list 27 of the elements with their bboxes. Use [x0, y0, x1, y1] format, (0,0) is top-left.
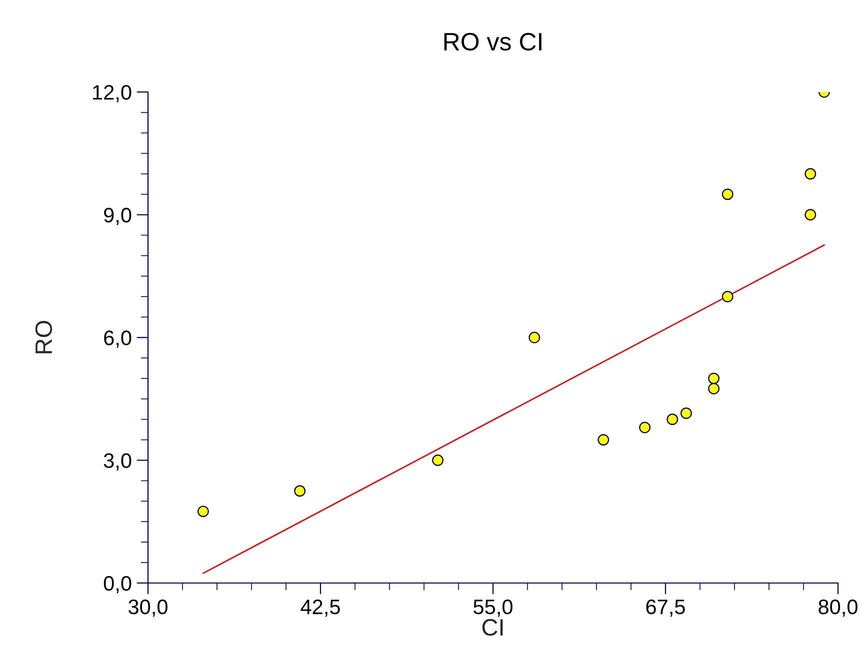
x-axis-title: CI	[482, 619, 503, 636]
point	[680, 407, 692, 419]
point	[666, 414, 678, 426]
x-tick-label: 55,0	[474, 600, 512, 617]
y-tick-label: 9,0	[104, 208, 132, 225]
point	[722, 188, 734, 200]
y-tick-label: 3,0	[104, 453, 132, 470]
y-axis-title: RO	[35, 320, 52, 354]
point	[197, 506, 209, 518]
x-tick-label: 67,5	[646, 600, 685, 617]
point	[708, 372, 720, 384]
point	[432, 454, 444, 466]
y-tick-label: 12,0	[93, 85, 132, 102]
point	[294, 485, 306, 497]
point	[598, 434, 610, 446]
point	[722, 290, 734, 302]
x-tick-label: 42,5	[300, 600, 340, 617]
x-tick-label: 80,0	[818, 600, 858, 617]
point	[639, 422, 651, 434]
point	[804, 168, 816, 180]
point	[708, 382, 720, 394]
x-tick-label: 30,0	[128, 600, 168, 617]
point	[804, 209, 816, 220]
point	[528, 332, 540, 344]
y-tick-label: 6,0	[104, 330, 132, 348]
y-tick-label: 0,0	[104, 576, 132, 594]
chart-title: RO vs CI	[444, 32, 542, 51]
